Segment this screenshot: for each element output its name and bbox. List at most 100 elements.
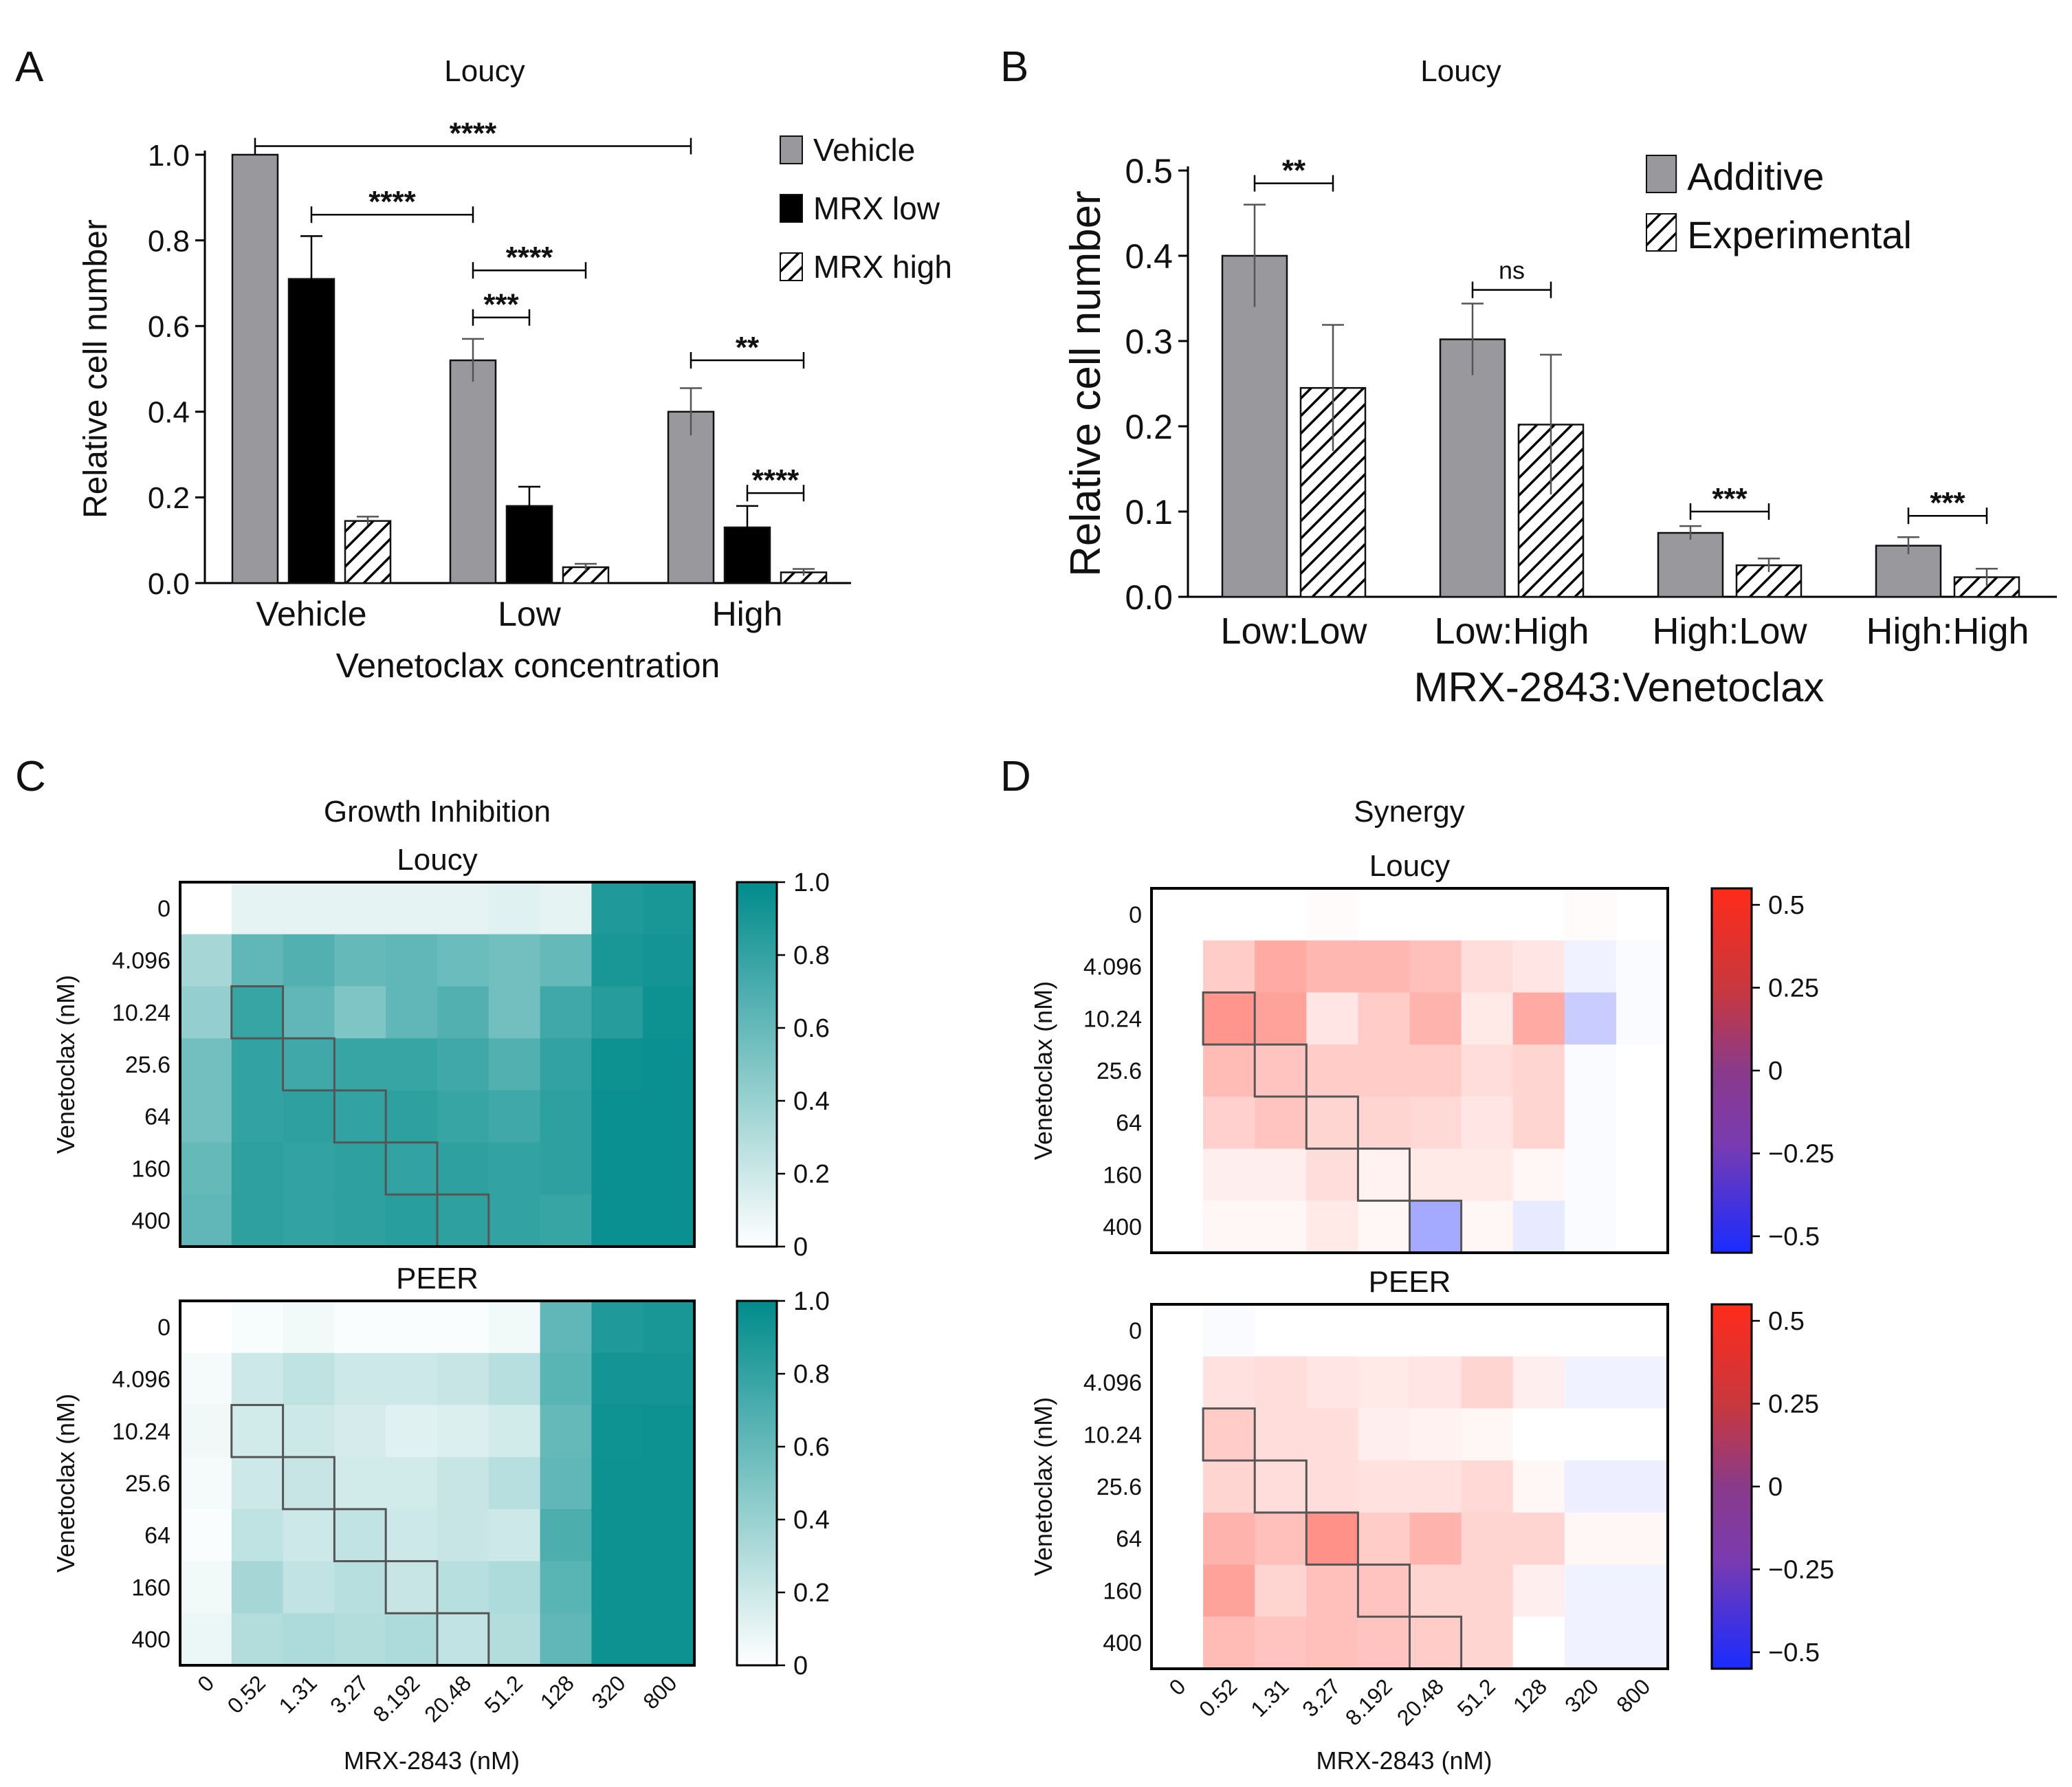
heatmap-cell: [1512, 940, 1565, 994]
heatmap-cell: [386, 1352, 438, 1406]
panel-label-c: C: [15, 753, 46, 800]
heatmap-cell: [1409, 992, 1462, 1045]
colorbar-tick-label: 0: [1768, 1473, 1783, 1502]
heatmap-cell: [231, 1405, 284, 1458]
panel-label-d: D: [1000, 753, 1031, 800]
colorbar-tick-label: 0.2: [793, 1579, 830, 1608]
heatmap-cell: [1306, 1304, 1358, 1357]
heatmap-cell: [334, 1509, 386, 1562]
heatmap-cell: [1564, 992, 1617, 1045]
x-tick-label: 128: [1508, 1674, 1552, 1717]
heatmap-cell: [1255, 1356, 1307, 1410]
heatmap-cell: [1203, 1356, 1255, 1410]
heatmap-cell: [1461, 1201, 1514, 1253]
heatmap-cell: [386, 1301, 438, 1354]
heatmap-cell: [1203, 1044, 1255, 1097]
heatmap-cell: [1564, 1201, 1617, 1253]
y-axis-label: Venetoclax (nM): [52, 1394, 80, 1572]
heatmap-cell: [1151, 1148, 1204, 1201]
heatmap-cell: [540, 1613, 592, 1666]
heatmap-cell: [591, 1405, 643, 1458]
heatmap-cell: [231, 1301, 284, 1354]
heatmap-cell: [180, 986, 232, 1039]
heatmap-cell: [1461, 1616, 1514, 1669]
y-tick-label: 0.4: [1125, 237, 1173, 276]
heatmap-cell: [231, 934, 284, 987]
heatmap-cell: [283, 1142, 335, 1195]
subplot-title: Loucy: [397, 843, 477, 877]
heatmap-cell: [437, 1038, 489, 1091]
heatmap-cell: [591, 882, 643, 935]
heatmap-cell: [283, 1194, 335, 1247]
heatmap-cell: [591, 1301, 643, 1354]
heatmap-cell: [437, 1613, 489, 1666]
y-tick-label: 0.2: [148, 481, 190, 515]
heatmap-cell: [1616, 940, 1668, 994]
heatmap-cell: [1564, 1460, 1617, 1513]
heatmap-cell: [643, 882, 695, 935]
x-tick-label: 0.52: [223, 1670, 270, 1718]
sig-label: ****: [450, 117, 497, 151]
heatmap-cell: [540, 1090, 592, 1143]
heatmap-cell: [437, 1301, 489, 1354]
heatmap-cell: [386, 1038, 438, 1091]
heatmap-cell: [1255, 1460, 1307, 1513]
heatmap-cell: [1512, 1512, 1565, 1566]
heatmap-cell: [1358, 940, 1411, 994]
legend-swatch: [780, 252, 803, 281]
heatmap-cell: [1512, 1356, 1565, 1410]
heatmap-cell: [591, 1038, 643, 1091]
heatmap-cell: [180, 1142, 232, 1195]
heatmap-cell: [1564, 1616, 1617, 1669]
heatmap-cell: [1151, 888, 1204, 941]
heatmap-cell: [1203, 888, 1255, 941]
heatmap-cell: [643, 1142, 695, 1195]
x-tick-label: 20.48: [419, 1670, 476, 1726]
y-tick-label: 400: [1103, 1214, 1142, 1240]
heatmap-cell: [1461, 1460, 1514, 1513]
heatmap-cell: [1306, 1616, 1358, 1669]
heatmap-cell: [488, 1509, 541, 1562]
y-tick-label: 25.6: [1096, 1058, 1142, 1084]
heatmap-cell: [1255, 888, 1307, 941]
highlight-cell: [1253, 1459, 1308, 1514]
y-tick-label: 0.0: [148, 567, 190, 601]
heatmap-cell: [540, 1509, 592, 1562]
heatmap-cell: [283, 882, 335, 935]
heatmap-frame: [1150, 1303, 1669, 1670]
heatmap-cell: [437, 1561, 489, 1614]
heatmap-cell: [180, 1038, 232, 1091]
y-tick-label: 10.24: [112, 1000, 170, 1026]
x-axis-label: Venetoclax concentration: [336, 646, 720, 685]
heatmap-cell: [334, 1457, 386, 1510]
heatmap-cell: [180, 1090, 232, 1143]
heatmap-cell: [437, 1352, 489, 1406]
heatmap-cell: [180, 1457, 232, 1510]
heatmap-cell: [1564, 1096, 1617, 1150]
y-axis-label: Venetoclax (nM): [52, 975, 80, 1154]
heatmap-cell: [540, 1142, 592, 1195]
heatmap-cell: [1616, 1044, 1668, 1097]
y-tick-label: 0: [157, 1315, 170, 1341]
heatmap-cell: [180, 1613, 232, 1666]
y-axis-label: Venetoclax (nM): [1029, 981, 1057, 1160]
heatmap-cell: [643, 1561, 695, 1614]
y-tick-label: 0.2: [1125, 408, 1173, 446]
legend-label: Experimental: [1687, 213, 1912, 256]
highlight-cell: [384, 1141, 439, 1196]
heatmap-cell: [1409, 1512, 1462, 1566]
heatmap-cell: [334, 1352, 386, 1406]
heatmap-cell: [1306, 888, 1358, 941]
heatmap-cell: [283, 1090, 335, 1143]
heatmap-cell: [1616, 1148, 1668, 1201]
y-tick-label: 0.8: [148, 224, 190, 258]
heatmap-cell: [231, 986, 284, 1039]
heatmap-cell: [231, 882, 284, 935]
heatmap-cell: [643, 934, 695, 987]
heatmap-cell: [1512, 1616, 1565, 1669]
heatmap-cell: [386, 986, 438, 1039]
heatmap-cell: [283, 1352, 335, 1406]
heatmap-cell: [1358, 1044, 1411, 1097]
highlight-cell: [333, 1508, 387, 1563]
heatmap-cell: [1151, 1564, 1204, 1617]
